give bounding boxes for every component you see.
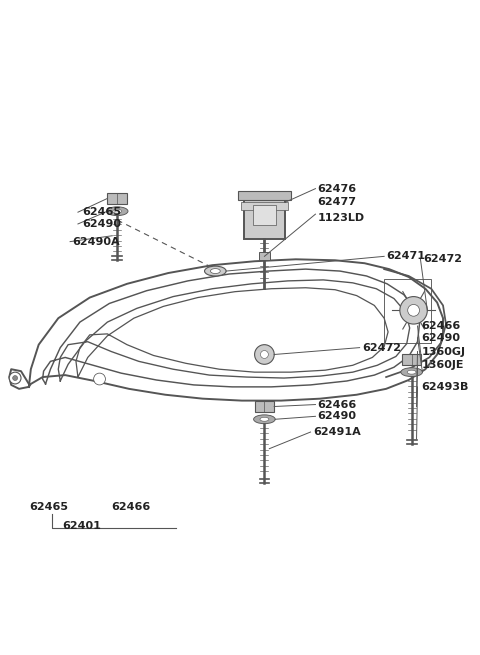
Text: 62493B: 62493B (421, 382, 469, 392)
Text: 62401: 62401 (62, 521, 101, 531)
Bar (241, 202, 288, 210)
Text: 62466: 62466 (317, 400, 357, 409)
Bar (384, 279, 431, 343)
Bar (244, 197, 285, 238)
Text: 62465: 62465 (82, 207, 121, 217)
Text: 62490: 62490 (82, 219, 121, 229)
Circle shape (9, 372, 21, 384)
Bar (252, 205, 276, 225)
Text: 62472: 62472 (362, 343, 402, 352)
Text: 62471: 62471 (386, 252, 425, 261)
Circle shape (254, 345, 274, 364)
Ellipse shape (210, 269, 220, 274)
Text: 62491A: 62491A (313, 427, 361, 437)
Text: 62466: 62466 (421, 321, 461, 331)
Text: 62472: 62472 (423, 254, 462, 264)
Circle shape (400, 297, 427, 324)
Text: 1123LD: 1123LD (317, 213, 364, 223)
Bar (238, 191, 291, 200)
Text: 62490: 62490 (317, 411, 357, 421)
Text: 1360JE: 1360JE (421, 360, 464, 370)
Ellipse shape (407, 370, 416, 374)
Ellipse shape (401, 367, 422, 377)
Ellipse shape (204, 266, 226, 276)
Text: 62465: 62465 (29, 502, 68, 512)
Circle shape (261, 350, 268, 358)
Text: 62477: 62477 (317, 197, 357, 208)
Text: 62490: 62490 (421, 333, 460, 343)
Bar (254, 401, 274, 413)
Text: 62476: 62476 (317, 183, 357, 194)
Circle shape (12, 375, 18, 381)
Ellipse shape (113, 209, 121, 213)
Bar (108, 193, 127, 204)
Text: 62490A: 62490A (72, 236, 120, 247)
Ellipse shape (253, 415, 275, 424)
Text: 1360GJ: 1360GJ (421, 346, 466, 356)
Circle shape (94, 373, 106, 385)
Bar (259, 252, 270, 260)
Bar (402, 354, 421, 365)
Ellipse shape (260, 417, 269, 421)
Circle shape (408, 305, 420, 316)
Ellipse shape (107, 207, 128, 215)
Text: 62466: 62466 (111, 502, 151, 512)
